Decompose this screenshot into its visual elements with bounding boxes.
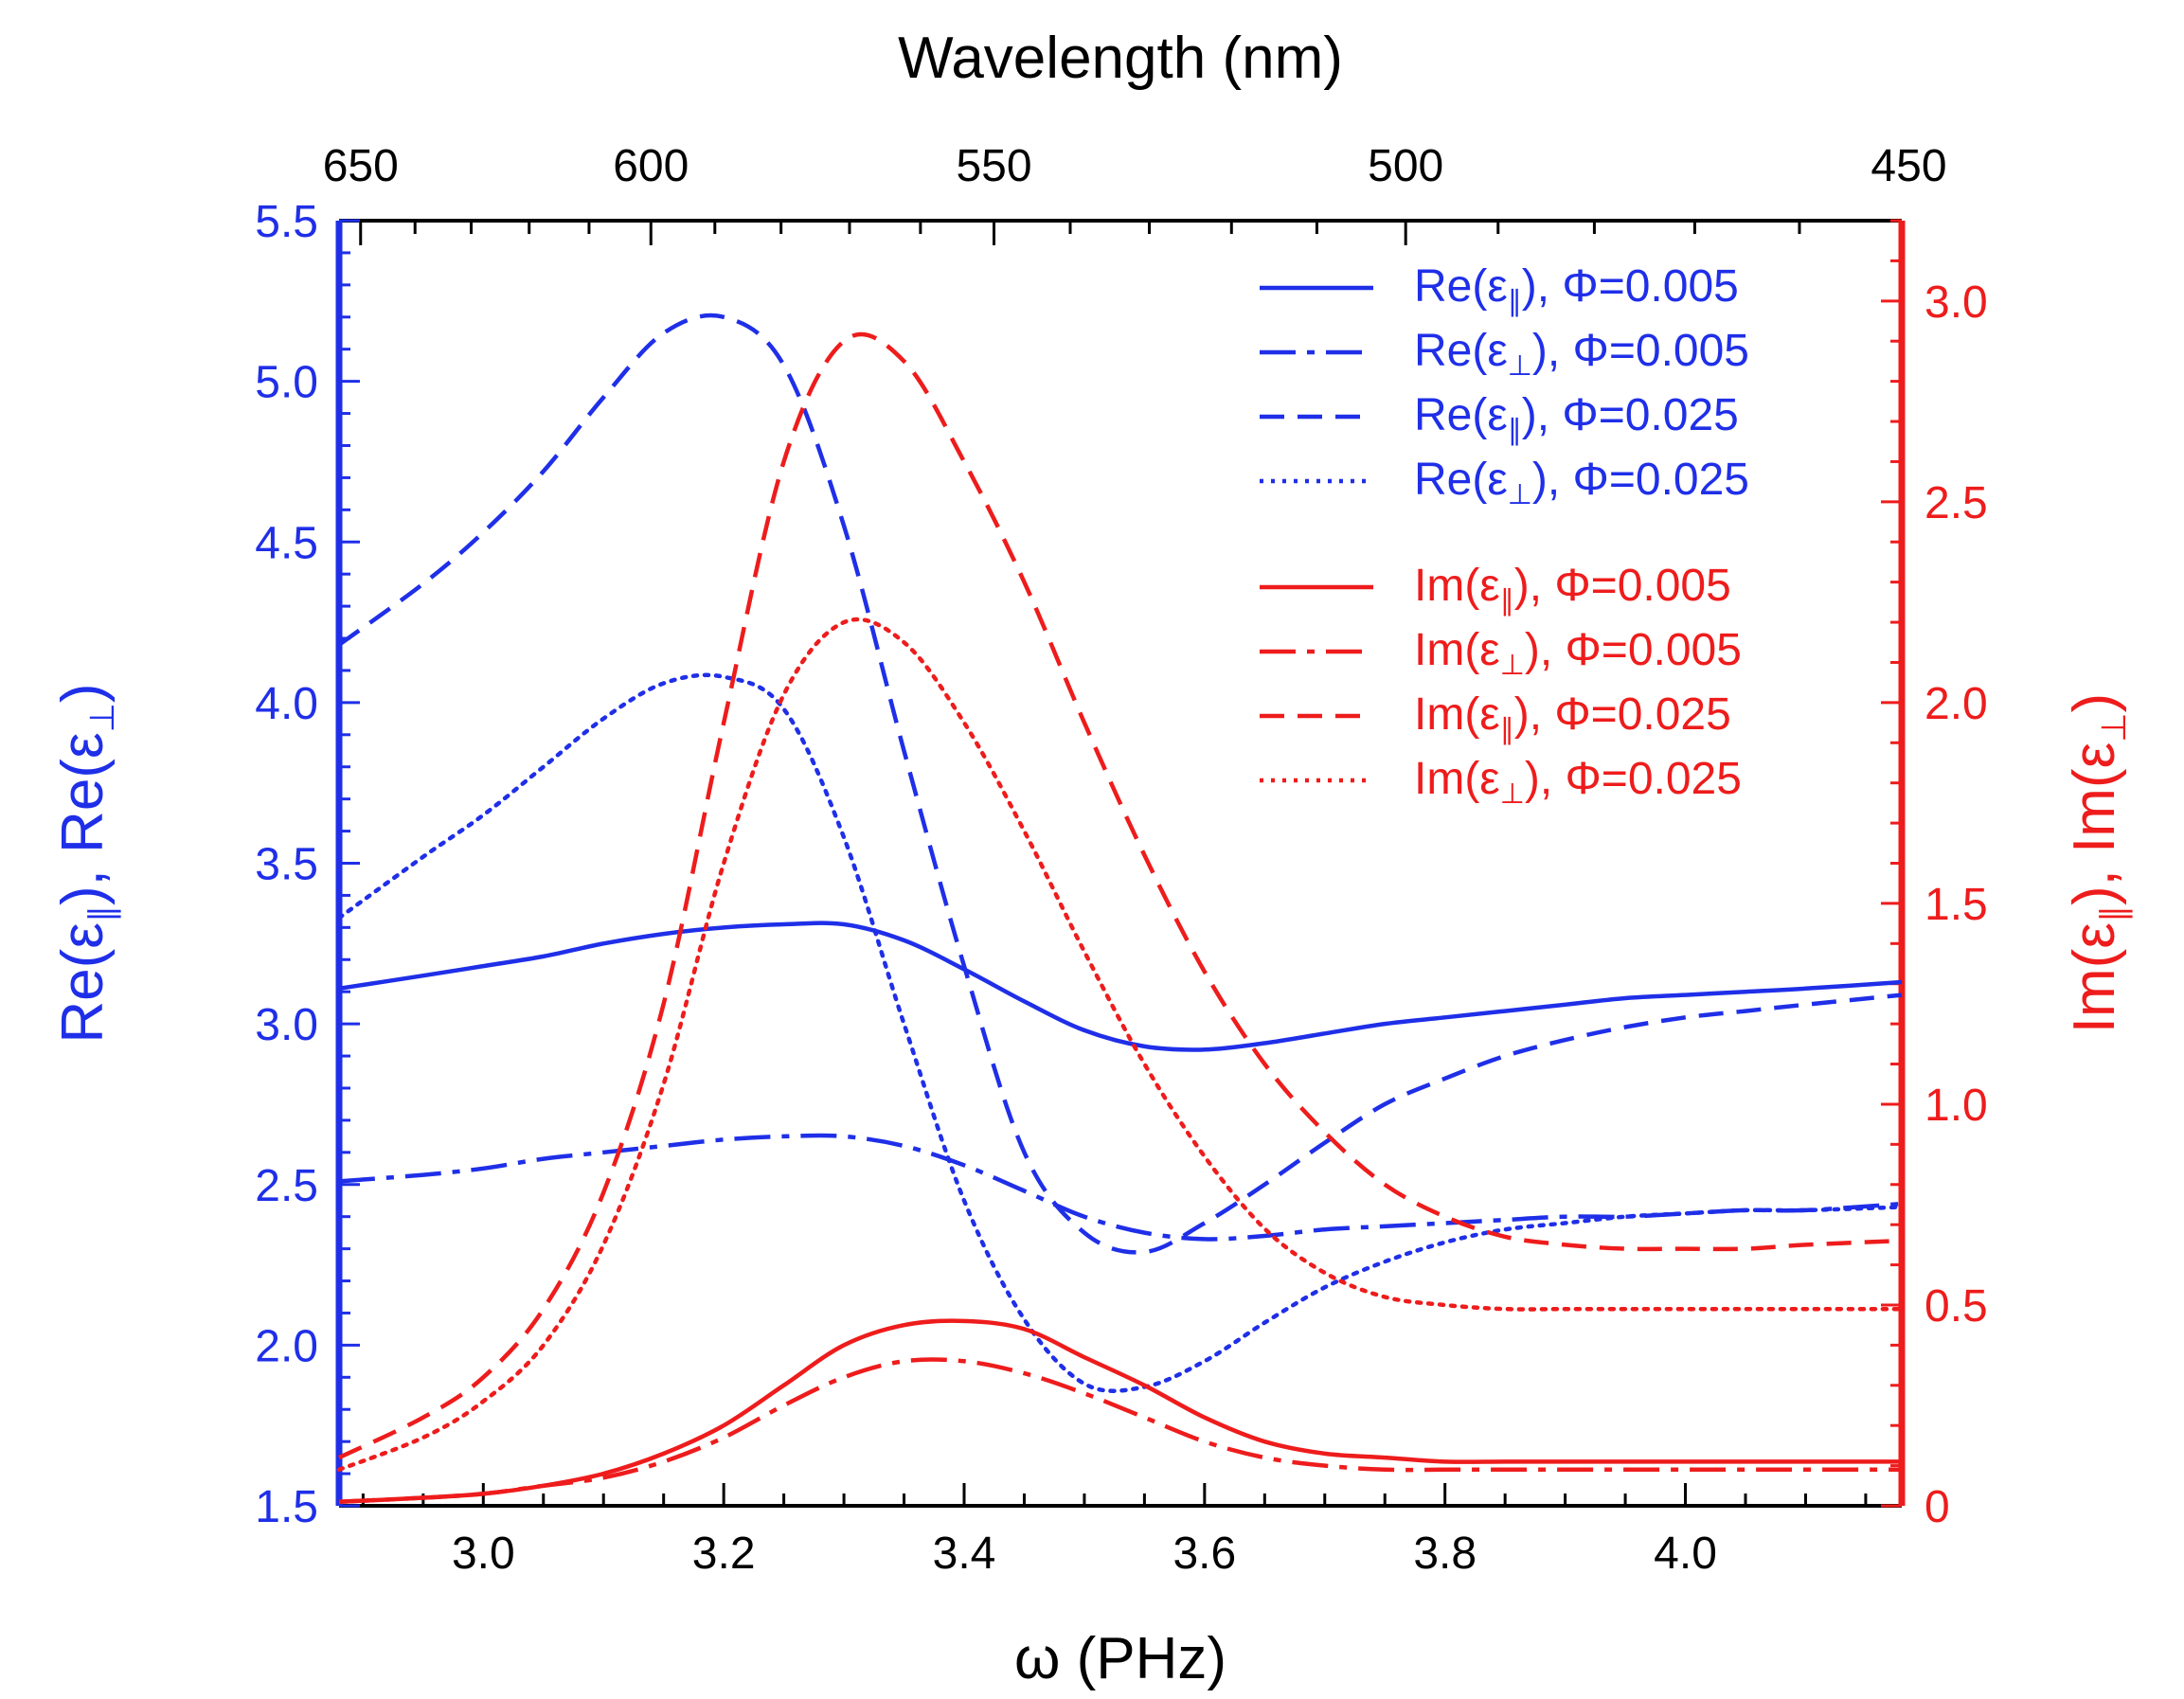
legend: Re(ε∥), Φ=0.005 Re(ε⊥), Φ=0.005 Re(ε∥), Φ=… [1260,261,1749,810]
legend-entry: Im(ε∥), Φ=0.005 [1414,561,1731,617]
axes-layer: 3.0 3.2 3.4 3.6 3.8 4.0 650 600 550 500 450 1.5 2.0 2… [255,141,1987,1579]
legend-entry: Re(ε∥), Φ=0.025 [1414,390,1739,446]
x-tick-label: 4.0 [1654,1529,1717,1579]
series-line-1 [338,921,1903,1052]
top-axis-title: Wavelength (nm) [898,26,1343,91]
left-tick-label: 1.5 [255,1482,318,1532]
series-line-3 [337,313,1903,1255]
x-tick-label: 3.8 [1413,1529,1477,1579]
left-tick-label: 2.0 [255,1321,318,1371]
left-tick-label: 5.5 [255,197,318,247]
right-tick-label: 1.5 [1924,880,1988,930]
series-line-4 [336,672,1905,1393]
right-tick-label: 2.5 [1924,478,1988,528]
left-tick-label: 3.5 [255,840,318,890]
right-axis-title: Im(ε∥), Im(ε⊥) [2062,693,2133,1033]
top-tick-label: 650 [323,141,399,191]
series-line-5 [338,1318,1902,1505]
left-tick-label: 4.5 [255,518,318,568]
x-tick-label: 3.2 [692,1529,756,1579]
series-line-6 [338,1357,1902,1505]
legend-entry: Im(ε∥), Φ=0.025 [1414,689,1731,745]
series-layer [336,313,1905,1505]
x-tick-label: 3.0 [452,1529,515,1579]
x-axis-title: ω (PHz) [1014,1626,1226,1691]
right-tick-label: 0 [1924,1482,1950,1532]
left-tick-label: 3.0 [255,1000,318,1050]
left-tick-label: 5.0 [255,358,318,408]
top-tick-label: 450 [1871,141,1946,191]
series-line-8 [336,617,1905,1473]
series-line-2 [338,1133,1903,1242]
right-tick-label: 1.0 [1924,1081,1988,1131]
top-tick-label: 600 [613,141,689,191]
legend-entry: Im(ε⊥), Φ=0.005 [1414,625,1742,681]
top-tick-label: 550 [956,141,1031,191]
top-tick-label: 500 [1368,141,1443,191]
legend-entry: Re(ε∥), Φ=0.005 [1414,261,1739,317]
right-tick-label: 3.0 [1924,277,1988,328]
series-line-7 [338,331,1903,1460]
legend-entry: Re(ε⊥), Φ=0.025 [1414,455,1749,510]
left-tick-label: 4.0 [255,679,318,729]
legend-entry: Im(ε⊥), Φ=0.025 [1414,754,1742,810]
axis-titles: ω (PHz) Wavelength (nm) Re(ε∥), Re(ε⊥) Im(ε… [50,26,2133,1691]
legend-entry: Re(ε⊥), Φ=0.005 [1414,326,1749,382]
x-tick-label: 3.4 [933,1529,996,1579]
right-tick-label: 2.0 [1924,679,1988,729]
left-axis-title: Re(ε∥), Re(ε⊥) [50,683,121,1043]
x-tick-label: 3.6 [1173,1529,1236,1579]
right-tick-label: 0.5 [1924,1281,1988,1332]
left-tick-label: 2.5 [255,1161,318,1211]
